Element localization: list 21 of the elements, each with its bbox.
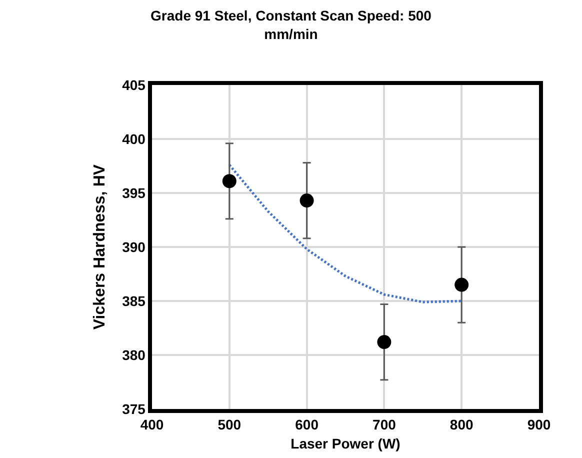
y-axis-title: Vickers Hardness, HV (91, 164, 108, 330)
y-tick-label: 405 (122, 76, 146, 93)
point (300, 194, 314, 208)
x-axis-title: Laser Power (W) (290, 435, 400, 452)
y-tick-label: 375 (122, 400, 146, 417)
point (454, 278, 469, 292)
x-tick-label: 400 (140, 416, 164, 433)
y-tick-label: 395 (122, 184, 146, 201)
x-tick-label: 500 (218, 416, 242, 433)
x-tick-label: 700 (372, 416, 396, 433)
x-tick-label: 600 (295, 416, 319, 433)
y-tick-label: 390 (122, 238, 146, 255)
y-tick-label: 385 (122, 292, 146, 309)
chart-title: Grade 91 Steel, Constant Scan Speed: 500 mm/min (150, 8, 432, 42)
y-tick-label: 380 (122, 346, 146, 363)
x-tick-label: 800 (450, 416, 474, 433)
point (377, 335, 392, 350)
y-tick-label: 400 (122, 130, 146, 147)
line-series (228, 164, 463, 304)
point (222, 174, 236, 188)
x-tick-label: 900 (527, 416, 551, 433)
